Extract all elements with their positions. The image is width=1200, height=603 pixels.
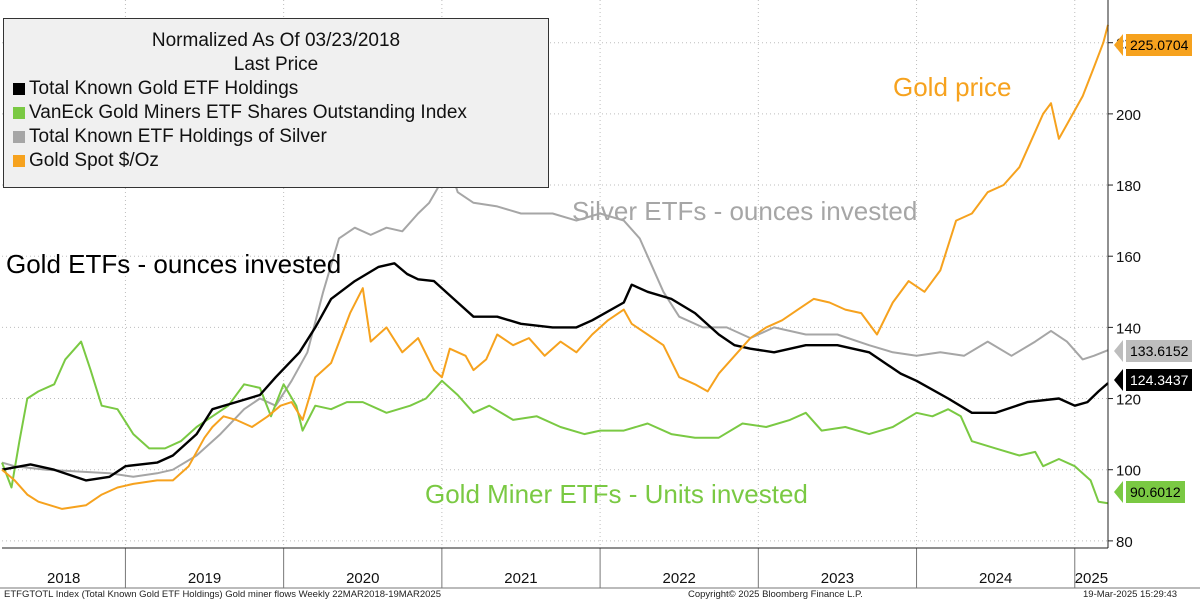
last-value-gold-spot-text: 225.0704 bbox=[1126, 34, 1193, 56]
series-line-gold-spot bbox=[1, 24, 1109, 510]
legend-swatch-gold-spot bbox=[13, 155, 25, 167]
legend-swatch-miners bbox=[13, 107, 25, 119]
y-tick-label-160: 160 bbox=[1116, 249, 1141, 266]
legend-label-gold-spot: Gold Spot $/Oz bbox=[29, 150, 159, 171]
legend: Normalized As Of 03/23/2018 Last Price T… bbox=[3, 18, 549, 188]
last-value-gold-holdings: 124.3437 bbox=[1112, 369, 1195, 391]
x-tick-label-2021: 2021 bbox=[504, 570, 537, 587]
y-tick-label-140: 140 bbox=[1116, 320, 1141, 337]
legend-label-gold-holdings: Total Known Gold ETF Holdings bbox=[29, 78, 299, 99]
series-line-gold-holdings bbox=[1, 262, 1109, 482]
last-value-gold-spot: 225.0704 bbox=[1112, 34, 1195, 56]
x-tick-label-2024: 2024 bbox=[979, 570, 1012, 587]
legend-entry-gold-holdings: Total Known Gold ETF Holdings bbox=[4, 77, 548, 101]
y-tick-label-120: 120 bbox=[1116, 392, 1141, 409]
legend-header-normalized: Normalized As Of 03/23/2018 bbox=[151, 30, 401, 51]
x-tick-label-2025: 2025 bbox=[1075, 570, 1108, 587]
axis-layer: 8010012014016018020022020182019202020212… bbox=[0, 0, 1200, 589]
legend-swatch-gold-holdings bbox=[13, 83, 25, 95]
last-value-miners: 90.6012 bbox=[1112, 481, 1188, 503]
y-tick-label-200: 200 bbox=[1116, 107, 1141, 124]
legend-entry-miners: VanEck Gold Miners ETF Shares Outstandin… bbox=[4, 101, 548, 125]
series-layer bbox=[1, 24, 1109, 510]
last-value-silver: 133.6152 bbox=[1112, 340, 1195, 362]
legend-entry-gold-spot: Gold Spot $/Oz bbox=[4, 149, 548, 173]
legend-label-silver: Total Known ETF Holdings of Silver bbox=[29, 126, 327, 147]
y-tick-label-100: 100 bbox=[1116, 463, 1141, 480]
footer-source: ETFGTOTL Index (Total Known Gold ETF Hol… bbox=[4, 589, 441, 600]
last-value-miners-text: 90.6012 bbox=[1126, 481, 1185, 503]
series-line-silver bbox=[1, 166, 1109, 478]
annotation-silver-etfs: Silver ETFs - ounces invested bbox=[572, 196, 918, 226]
last-value-gold-holdings-text: 124.3437 bbox=[1126, 369, 1193, 391]
legend-label-miners: VanEck Gold Miners ETF Shares Outstandin… bbox=[29, 102, 467, 123]
legend-entry-silver: Total Known ETF Holdings of Silver bbox=[4, 125, 548, 149]
x-tick-label-2019: 2019 bbox=[188, 570, 221, 587]
legend-header-last-price: Last Price bbox=[233, 54, 319, 75]
x-tick-label-2020: 2020 bbox=[346, 570, 379, 587]
footer-timestamp: 19-Mar-2025 15:29:43 bbox=[1083, 589, 1178, 600]
legend-swatch-silver bbox=[13, 131, 25, 143]
last-value-silver-text: 133.6152 bbox=[1126, 340, 1193, 362]
series-line-miners bbox=[1, 340, 1109, 505]
annotation-gold-etfs: Gold ETFs - ounces invested bbox=[6, 249, 342, 279]
annotation-gold-miner-etfs: Gold Miner ETFs - Units invested bbox=[425, 479, 808, 509]
x-tick-label-2022: 2022 bbox=[663, 570, 696, 587]
footer-copyright: Copyright© 2025 Bloomberg Finance L.P. bbox=[688, 589, 863, 600]
y-tick-label-80: 80 bbox=[1116, 534, 1133, 551]
y-tick-label-180: 180 bbox=[1116, 178, 1141, 195]
x-tick-label-2018: 2018 bbox=[47, 570, 80, 587]
annotation-gold-price: Gold price bbox=[893, 72, 1012, 102]
x-tick-label-2023: 2023 bbox=[821, 570, 854, 587]
